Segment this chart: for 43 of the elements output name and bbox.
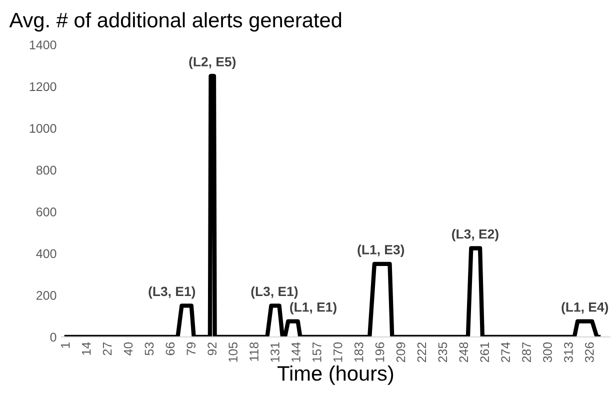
annotation: (L3, E2): [452, 228, 498, 242]
y-tick-label: 0: [50, 332, 56, 342]
x-tick-label: 287: [522, 342, 531, 362]
x-tick-label: 105: [228, 342, 238, 362]
y-tick-label: 1200: [30, 82, 56, 92]
x-tick-label: 183: [354, 342, 364, 362]
x-tick-label: 261: [480, 342, 490, 362]
x-tick-label: 326: [584, 342, 594, 362]
x-tick-label: 53: [144, 342, 154, 356]
y-tick-label: 1400: [30, 40, 56, 50]
x-tick-label: 66: [166, 342, 175, 356]
x-tick-label: 131: [270, 342, 280, 362]
annotation: (L1, E1): [290, 302, 336, 314]
x-tick-label: 209: [396, 342, 406, 362]
x-tick-label: 300: [543, 342, 552, 362]
x-tick-label: 170: [333, 342, 342, 362]
x-tick-label: 157: [312, 342, 322, 362]
annotation: (L1, E3): [358, 244, 404, 257]
x-tick-label: 248: [459, 342, 468, 362]
x-tick-label: 144: [292, 342, 300, 362]
x-tick-label: 1: [61, 342, 70, 348]
y-tick-label: 400: [36, 249, 56, 258]
y-tick-label: 800: [36, 166, 56, 175]
x-tick-label: 40: [124, 342, 133, 356]
x-tick-label: 92: [208, 342, 217, 356]
x-tick-label: 79: [186, 342, 196, 356]
y-tick-label: 1000: [30, 124, 56, 133]
x-tick-label: 222: [417, 342, 426, 362]
x-tick-label: 235: [438, 342, 448, 362]
x-axis-title: Time (hours): [278, 365, 394, 385]
y-tick-label: 600: [36, 208, 56, 216]
chart-title: Avg. # of additional alerts generated: [9, 12, 342, 32]
x-tick-label: 196: [375, 342, 384, 362]
x-tick-label: 274: [501, 342, 510, 362]
y-tick-label: 200: [36, 291, 56, 300]
annotation: (L1, E4): [562, 302, 608, 314]
x-tick-label: 118: [250, 342, 258, 361]
x-tick-label: 14: [82, 342, 91, 355]
annotation: (L3, E1): [251, 286, 298, 299]
x-tick-label: 313: [564, 342, 573, 362]
annotation: (L2, E5): [189, 56, 236, 70]
annotation: (L3, E1): [148, 286, 196, 299]
x-tick-label: 27: [102, 342, 112, 356]
